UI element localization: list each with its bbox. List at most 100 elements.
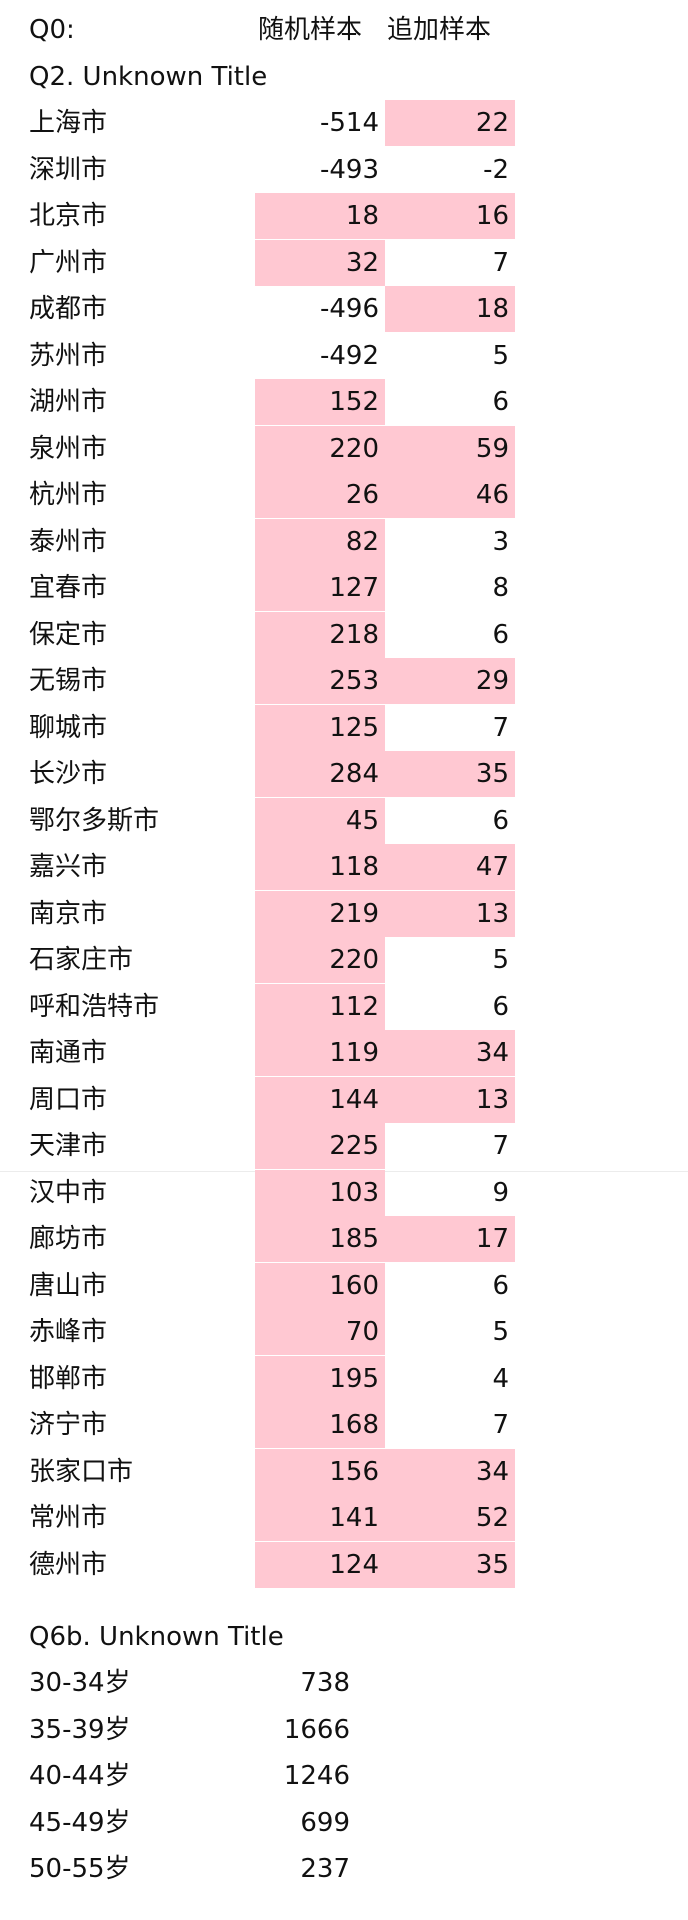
random-sample-cell: 218 [255, 611, 385, 658]
random-sample-cell: 284 [255, 751, 385, 797]
random-sample-cell: 124 [255, 1541, 385, 1588]
random-sample-cell: 185 [255, 1216, 385, 1262]
table-row: 廊坊市 185 17 [0, 1216, 688, 1262]
q0-label: Q0: [29, 15, 75, 45]
table-row: 唐山市 160 6 [0, 1262, 688, 1309]
extra-sample-cell: 6 [492, 1270, 509, 1301]
city-label: 保定市 [29, 619, 108, 650]
city-label: 杭州市 [29, 480, 108, 510]
age-row: 40-44岁 1246 [0, 1753, 688, 1799]
table-row: 泉州市 220 59 [0, 425, 688, 472]
extra-sample-cell: 7 [492, 1131, 509, 1161]
city-label: 廊坊市 [29, 1224, 108, 1254]
extra-sample-cell: 46 [385, 472, 515, 518]
random-sample-cell: 152 [255, 379, 385, 425]
extra-sample-cell: 35 [385, 1541, 515, 1588]
city-label: 济宁市 [29, 1410, 108, 1440]
table-row: 泰州市 82 3 [0, 518, 688, 565]
random-sample-cell: 253 [255, 658, 385, 704]
city-label: 成都市 [29, 294, 108, 324]
extra-sample-cell: 6 [492, 991, 509, 1022]
city-label: 苏州市 [29, 340, 108, 371]
city-label: 广州市 [29, 247, 108, 278]
age-group-label: 30-34岁 [29, 1668, 131, 1698]
city-label: 常州市 [29, 1503, 108, 1533]
table-row: 赤峰市 70 5 [0, 1309, 688, 1355]
random-sample-cell: 219 [255, 890, 385, 937]
table-row: 张家口市 156 34 [0, 1448, 688, 1495]
random-sample-cell: 195 [255, 1355, 385, 1402]
random-sample-cell: 45 [255, 797, 385, 844]
extra-sample-cell: 47 [385, 844, 515, 890]
city-label: 嘉兴市 [29, 852, 108, 882]
random-sample-cell: 26 [255, 472, 385, 518]
age-group-label: 35-39岁 [29, 1714, 131, 1745]
random-sample-cell: 82 [255, 518, 385, 565]
table-row: 南京市 219 13 [0, 890, 688, 937]
extra-sample-cell: 22 [385, 100, 515, 146]
city-label: 鄂尔多斯市 [29, 805, 160, 836]
age-group-label: 50-55岁 [29, 1854, 131, 1884]
age-row: 50-55岁 237 [0, 1846, 688, 1892]
random-sample-cell: 144 [255, 1076, 385, 1123]
table-row: 济宁市 168 7 [0, 1402, 688, 1448]
city-label: 周口市 [29, 1084, 108, 1115]
random-sample-cell: 119 [255, 1030, 385, 1076]
random-sample-cell: 70 [255, 1309, 385, 1355]
city-label: 湖州市 [29, 387, 108, 417]
age-count-value: 699 [300, 1807, 350, 1838]
city-label: 张家口市 [29, 1456, 134, 1487]
extra-sample-cell: 34 [385, 1030, 515, 1076]
table-row: 南通市 119 34 [0, 1030, 688, 1076]
table-row: 嘉兴市 118 47 [0, 844, 688, 890]
city-label: 邯郸市 [29, 1363, 108, 1394]
age-count-value: 1666 [283, 1714, 350, 1745]
header-row: Q0: 随机样本 追加样本 [0, 7, 688, 53]
table-row: 常州市 141 52 [0, 1495, 688, 1541]
extra-sample-cell: 29 [385, 658, 515, 704]
random-sample-cell: 112 [255, 983, 385, 1030]
table-row: 深圳市 -493 -2 [0, 147, 688, 193]
random-sample-cell: 18 [255, 193, 385, 239]
city-label: 呼和浩特市 [29, 991, 160, 1022]
random-sample-cell: 220 [255, 425, 385, 472]
city-label: 石家庄市 [29, 945, 134, 975]
table-row: 北京市 18 16 [0, 193, 688, 239]
extra-sample-cell: 6 [492, 805, 509, 836]
city-label: 南京市 [29, 898, 108, 929]
extra-sample-cell: 59 [385, 425, 515, 472]
table-row: 苏州市 -492 5 [0, 333, 688, 379]
city-label: 深圳市 [29, 154, 108, 185]
table-row: 天津市 225 7 [0, 1123, 688, 1169]
table-row: 无锡市 253 29 [0, 658, 688, 704]
extra-sample-cell: 5 [492, 945, 509, 975]
extra-sample-cell: 5 [492, 340, 509, 371]
random-sample-cell: 160 [255, 1262, 385, 1309]
city-label: 天津市 [29, 1131, 108, 1161]
extra-sample-cell: 8 [492, 573, 509, 603]
extra-sample-cell: 7 [492, 247, 509, 278]
age-row: 45-49岁 699 [0, 1800, 688, 1846]
q2-title: Q2. Unknown Title [29, 62, 268, 92]
table-row: 鄂尔多斯市 45 6 [0, 797, 688, 844]
column-header-extra-sample: 追加样本 [387, 15, 492, 45]
random-sample-cell: 225 [255, 1123, 385, 1169]
table-row: 周口市 144 13 [0, 1076, 688, 1123]
table-row: 德州市 124 35 [0, 1541, 688, 1588]
random-sample-cell: 32 [255, 239, 385, 286]
extra-sample-cell: 16 [385, 193, 515, 239]
table-row: 呼和浩特市 112 6 [0, 983, 688, 1030]
random-sample-cell: 118 [255, 844, 385, 890]
city-label: 德州市 [29, 1549, 108, 1580]
q6b-title: Q6b. Unknown Title [29, 1622, 284, 1652]
extra-sample-cell: 17 [385, 1216, 515, 1262]
random-sample-cell: 127 [255, 565, 385, 611]
city-label: 泉州市 [29, 433, 108, 464]
table-row: 邯郸市 195 4 [0, 1355, 688, 1402]
city-label: 汉中市 [29, 1177, 108, 1208]
column-header-random-sample: 随机样本 [258, 15, 363, 45]
table-row: 杭州市 26 46 [0, 472, 688, 518]
extra-sample-cell: 3 [492, 526, 509, 557]
city-label: 长沙市 [29, 759, 108, 789]
